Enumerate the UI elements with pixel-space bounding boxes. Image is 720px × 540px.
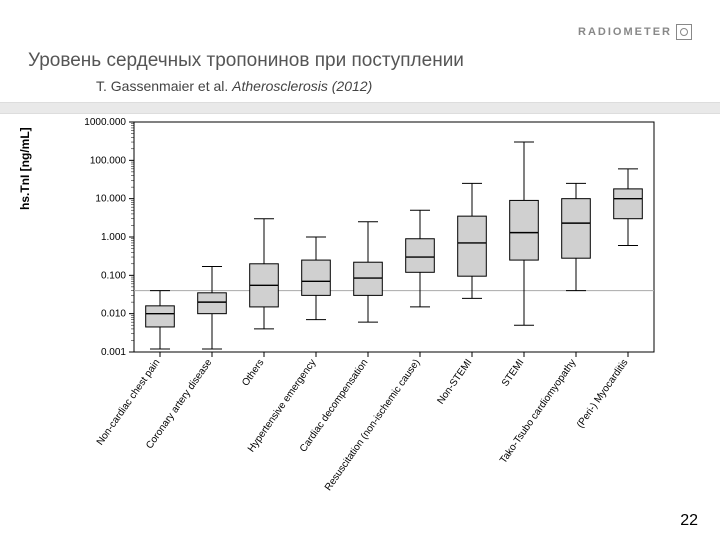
svg-text:0.001: 0.001: [101, 347, 126, 358]
citation-journal: Atherosclerosis (2012): [232, 78, 372, 94]
svg-text:(Peri-) Myocarditis: (Peri-) Myocarditis: [575, 357, 631, 430]
brand-mark-icon: [676, 24, 692, 40]
svg-text:Others: Others: [240, 357, 266, 388]
brand-text: RADIOMETER: [578, 26, 672, 38]
y-axis-label: hs.TnI [ng/mL]: [18, 127, 32, 210]
svg-text:0.010: 0.010: [101, 309, 126, 320]
page-number: 22: [680, 512, 698, 530]
boxplot-chart: 0.001 0.010 0.100 1.000 10.000 100.000 1000.00…: [60, 116, 670, 496]
header-divider: [0, 102, 720, 114]
citation-authors: T. Gassenmaier et al.: [96, 78, 232, 94]
svg-text:Non-STEMI: Non-STEMI: [435, 357, 474, 406]
svg-text:10.000: 10.000: [95, 194, 126, 205]
svg-text:100.000: 100.000: [90, 155, 127, 166]
svg-text:Resuscitation (non-ischemic ca: Resuscitation (non-ischemic cause): [323, 357, 423, 493]
svg-text:1.000: 1.000: [101, 232, 126, 243]
citation: T. Gassenmaier et al. Atherosclerosis (2…: [96, 78, 372, 94]
svg-text:1000.000: 1000.000: [84, 117, 126, 128]
svg-text:STEMI: STEMI: [500, 357, 527, 388]
svg-text:0.100: 0.100: [101, 270, 126, 281]
slide-title: Уровень сердечных тропонинов при поступл…: [28, 50, 464, 72]
brand-logo: RADIOMETER: [578, 24, 692, 40]
